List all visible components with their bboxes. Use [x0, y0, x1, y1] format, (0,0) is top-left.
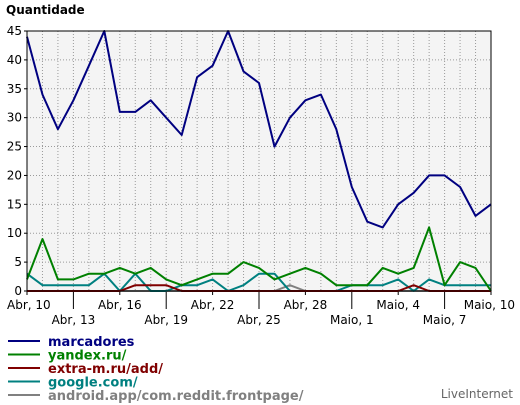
- brand-label: LiveInternet: [441, 387, 513, 401]
- legend: marcadoresyandex.ru/extra-m.ru/add/googl…: [8, 335, 304, 404]
- y-tick-label: 5: [14, 255, 22, 269]
- y-tick-label: 25: [7, 140, 22, 154]
- plot-frame: [26, 30, 492, 292]
- x-tick-label: Maio, 7: [423, 313, 467, 327]
- legend-label: extra-m.ru/add/: [48, 362, 163, 377]
- legend-label: google.com/: [48, 376, 138, 391]
- y-tick-label: 40: [7, 53, 22, 67]
- x-tick-label: Maio, 1: [330, 313, 374, 327]
- y-tick-label: 10: [7, 226, 22, 240]
- x-tick-label: Abr, 28: [284, 298, 328, 312]
- series-line-2: [26, 226, 492, 292]
- x-tick-label: Abr, 10: [7, 298, 51, 312]
- legend-label: marcadores: [48, 335, 135, 350]
- y-axis-ticks: 0 5 10 15 20 25 30 35 40 45: [7, 24, 27, 298]
- y-tick-label: 45: [7, 24, 22, 38]
- y-tick-label: 20: [7, 168, 22, 182]
- x-tick-label: Abr, 19: [144, 313, 188, 327]
- grid-lines: [26, 30, 492, 292]
- y-tick-label: 35: [7, 82, 22, 96]
- x-tick-label: Abr, 13: [52, 313, 96, 327]
- legend-label: yandex.ru/: [48, 349, 127, 364]
- y-tick-label: 30: [7, 111, 22, 125]
- x-tick-label: Abr, 16: [98, 298, 142, 312]
- x-tick-label: Maio, 4: [376, 298, 420, 312]
- y-tick-label: 0: [14, 284, 22, 298]
- x-tick-label: Maio, 10: [464, 298, 515, 312]
- chart-title: Quantidade: [6, 3, 85, 17]
- legend-label: android.app/com.reddit.frontpage/: [48, 389, 304, 404]
- x-tick-label: Abr, 25: [237, 313, 281, 327]
- y-tick-label: 15: [7, 197, 22, 211]
- x-tick-label: Abr, 22: [191, 298, 235, 312]
